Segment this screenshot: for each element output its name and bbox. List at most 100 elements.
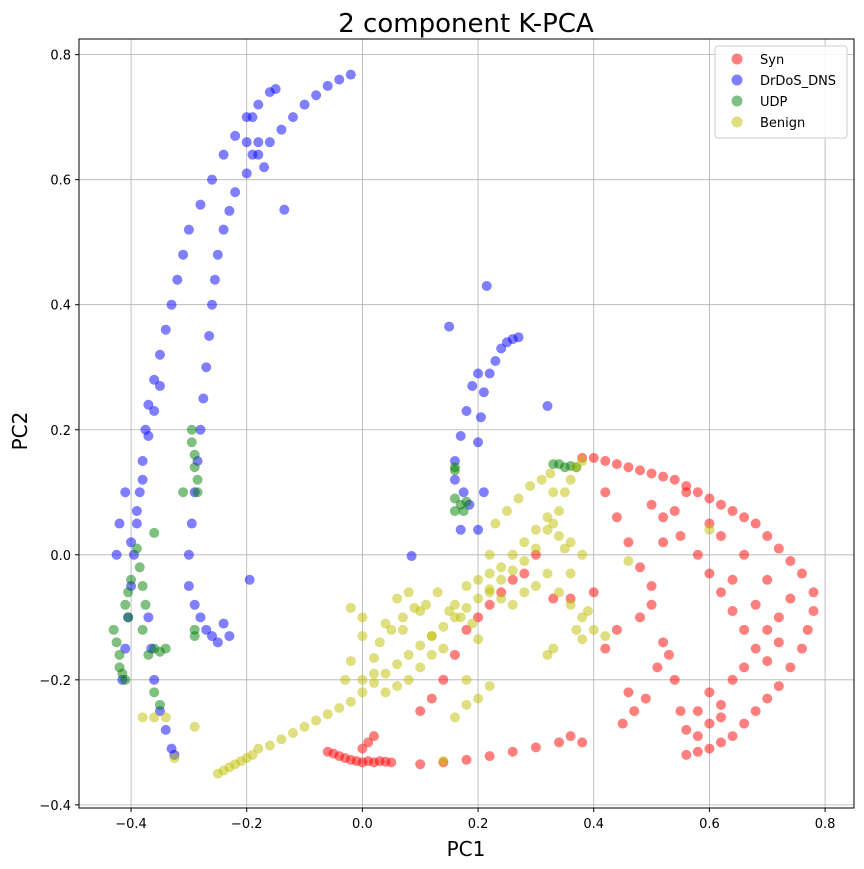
data-point: [160, 724, 171, 735]
data-point: [559, 487, 570, 498]
x-axis-title: PC1: [447, 837, 486, 861]
data-point: [588, 452, 599, 463]
data-point: [484, 599, 495, 610]
data-point: [149, 527, 160, 538]
data-point: [750, 643, 761, 654]
data-point: [675, 706, 686, 717]
data-point: [247, 149, 258, 160]
data-point: [189, 721, 200, 732]
data-point: [808, 587, 819, 598]
data-point: [311, 90, 322, 101]
data-point: [183, 224, 194, 235]
data-point: [137, 712, 148, 723]
data-point: [715, 737, 726, 748]
data-point: [253, 99, 264, 110]
data-point: [357, 631, 368, 642]
data-point: [565, 474, 576, 485]
data-point: [519, 556, 530, 567]
data-point: [111, 637, 122, 648]
data-point: [368, 677, 379, 688]
data-point: [458, 506, 469, 517]
data-point: [773, 637, 784, 648]
data-point: [704, 568, 715, 579]
data-point: [392, 593, 403, 604]
data-point: [230, 130, 241, 141]
data-point: [785, 662, 796, 673]
data-point: [785, 593, 796, 604]
data-point: [438, 643, 449, 654]
data-point: [186, 424, 197, 435]
data-point: [120, 487, 131, 498]
data-point: [114, 518, 125, 529]
data-point: [192, 474, 203, 485]
legend-item: UDP: [731, 95, 788, 110]
data-point: [392, 659, 403, 670]
data-point: [311, 715, 322, 726]
data-point: [166, 299, 177, 310]
data-point: [224, 631, 235, 642]
data-point: [473, 634, 484, 645]
data-point: [126, 574, 137, 585]
data-point: [264, 137, 275, 148]
data-point: [681, 724, 692, 735]
data-point: [681, 749, 692, 760]
data-point: [137, 581, 148, 592]
data-point: [577, 737, 588, 748]
data-point: [449, 599, 460, 610]
data-point: [796, 568, 807, 579]
data-point: [154, 380, 165, 391]
data-point: [449, 493, 460, 504]
data-point: [160, 712, 171, 723]
data-point: [218, 149, 229, 160]
data-point: [449, 649, 460, 660]
data-point: [108, 624, 119, 635]
data-point: [501, 506, 512, 517]
data-point: [287, 727, 298, 738]
data-point: [750, 518, 761, 529]
data-point: [247, 112, 258, 123]
data-point: [131, 543, 142, 554]
data-point: [461, 674, 472, 685]
data-point: [386, 757, 397, 768]
data-point: [253, 743, 264, 754]
data-point: [455, 612, 466, 623]
data-point: [669, 674, 680, 685]
data-point: [530, 742, 541, 753]
data-point: [473, 693, 484, 704]
data-point: [380, 687, 391, 698]
data-point: [172, 274, 183, 285]
data-point: [507, 746, 518, 757]
data-point: [530, 581, 541, 592]
data-point: [692, 746, 703, 757]
data-point: [209, 274, 220, 285]
data-point: [276, 734, 287, 745]
data-point: [611, 624, 622, 635]
data-point: [392, 681, 403, 692]
data-point: [484, 368, 495, 379]
data-point: [565, 599, 576, 610]
data-point: [403, 674, 414, 685]
data-point: [438, 621, 449, 632]
data-point: [588, 624, 599, 635]
data-point: [513, 493, 524, 504]
data-point: [189, 631, 200, 642]
data-point: [704, 743, 715, 754]
data-point: [530, 543, 541, 554]
series-drdos-dns: [111, 69, 553, 760]
y-tick-label: 0.2: [50, 424, 71, 439]
y-tick-label: 0.8: [50, 49, 71, 64]
data-point: [478, 487, 489, 498]
data-point: [773, 612, 784, 623]
data-point: [212, 249, 223, 260]
data-point: [554, 587, 565, 598]
data-point: [548, 518, 559, 529]
data-point: [449, 474, 460, 485]
data-point: [183, 581, 194, 592]
data-point: [484, 751, 495, 762]
legend-label: DrDoS_DNS: [760, 74, 836, 89]
data-point: [629, 706, 640, 717]
data-point: [484, 587, 495, 598]
axis-ticks: −0.4 −0.2 0.0 0.2 0.4 0.6 0.8 −0.4 −0.2 0.0 0.2 0.4…: [39, 49, 835, 832]
data-point: [461, 581, 472, 592]
